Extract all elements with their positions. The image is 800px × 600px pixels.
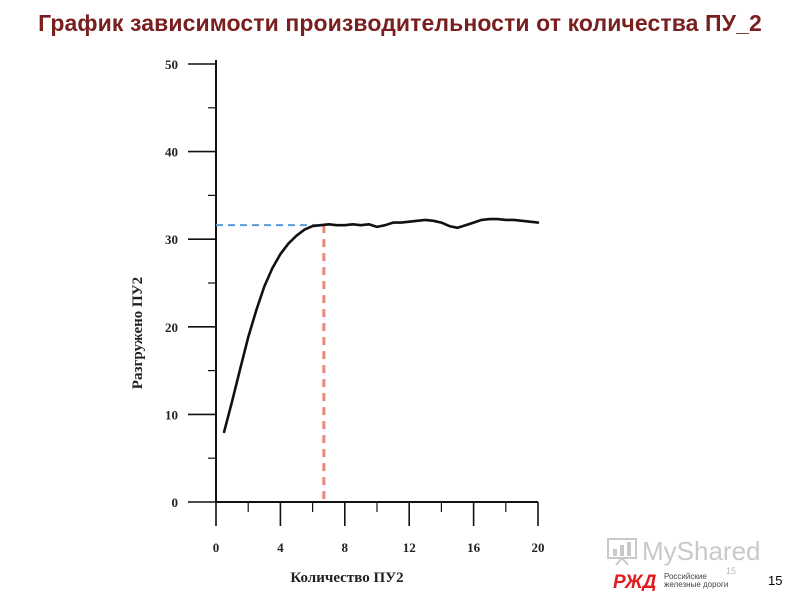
presentation-board-icon (607, 538, 637, 566)
watermark: MyShared (606, 536, 761, 566)
axis-ticks (188, 63, 539, 526)
x-tick-label: 20 (532, 540, 545, 555)
x-tick-label: 0 (213, 540, 220, 555)
watermark-text: MyShared (642, 535, 761, 566)
x-tick-label: 12 (403, 540, 416, 555)
rzd-logo-icon: РЖД (613, 572, 657, 591)
x-tick-label: 16 (467, 540, 481, 555)
y-tick-label: 30 (165, 232, 178, 247)
tick-labels: 0 10 20 30 40 50 0 4 8 12 16 20 (165, 57, 545, 555)
y-tick-label: 10 (165, 407, 178, 422)
x-tick-label: 8 (342, 540, 349, 555)
y-tick-label: 50 (165, 57, 178, 72)
series-line (222, 217, 540, 434)
y-tick-label: 0 (172, 495, 179, 510)
y-tick-label: 20 (165, 320, 178, 335)
x-tick-label: 4 (277, 540, 284, 555)
y-tick-label: 40 (165, 145, 178, 160)
rzd-logo: РЖД Российские железные дороги (612, 571, 728, 591)
page-number-small: 15 (726, 566, 737, 576)
y-axis-label: Разгружено ПУ2 (130, 277, 146, 389)
slide-title: График зависимости производительности от… (38, 10, 762, 36)
x-axis-label: Количество ПУ2 (290, 570, 403, 586)
page-number: 15 (768, 573, 783, 588)
svg-text:РЖД: РЖД (613, 572, 657, 591)
rzd-logo-text: Российские железные дороги (664, 572, 729, 589)
